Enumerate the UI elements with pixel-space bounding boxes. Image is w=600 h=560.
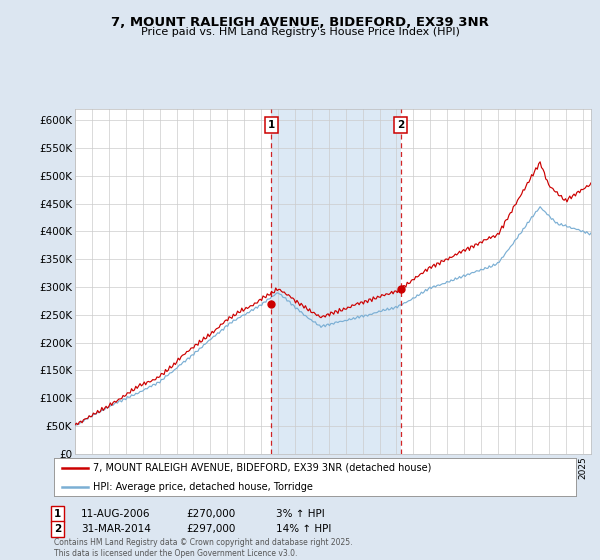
- Text: £297,000: £297,000: [186, 524, 235, 534]
- Bar: [271, 109, 401, 454]
- Text: 1: 1: [268, 120, 275, 130]
- Text: 31-MAR-2014: 31-MAR-2014: [81, 524, 151, 534]
- Text: Contains HM Land Registry data © Crown copyright and database right 2025.
This d: Contains HM Land Registry data © Crown c…: [54, 538, 353, 558]
- Text: 1: 1: [54, 509, 61, 519]
- Text: 14% ↑ HPI: 14% ↑ HPI: [276, 524, 331, 534]
- Text: 7, MOUNT RALEIGH AVENUE, BIDEFORD, EX39 3NR (detached house): 7, MOUNT RALEIGH AVENUE, BIDEFORD, EX39 …: [93, 463, 431, 473]
- Text: HPI: Average price, detached house, Torridge: HPI: Average price, detached house, Torr…: [93, 482, 313, 492]
- Text: £270,000: £270,000: [186, 509, 235, 519]
- Text: 7, MOUNT RALEIGH AVENUE, BIDEFORD, EX39 3NR: 7, MOUNT RALEIGH AVENUE, BIDEFORD, EX39 …: [111, 16, 489, 29]
- Text: 2: 2: [397, 120, 404, 130]
- Text: Price paid vs. HM Land Registry's House Price Index (HPI): Price paid vs. HM Land Registry's House …: [140, 27, 460, 37]
- Text: 11-AUG-2006: 11-AUG-2006: [81, 509, 151, 519]
- Text: 2: 2: [54, 524, 61, 534]
- Text: 3% ↑ HPI: 3% ↑ HPI: [276, 509, 325, 519]
